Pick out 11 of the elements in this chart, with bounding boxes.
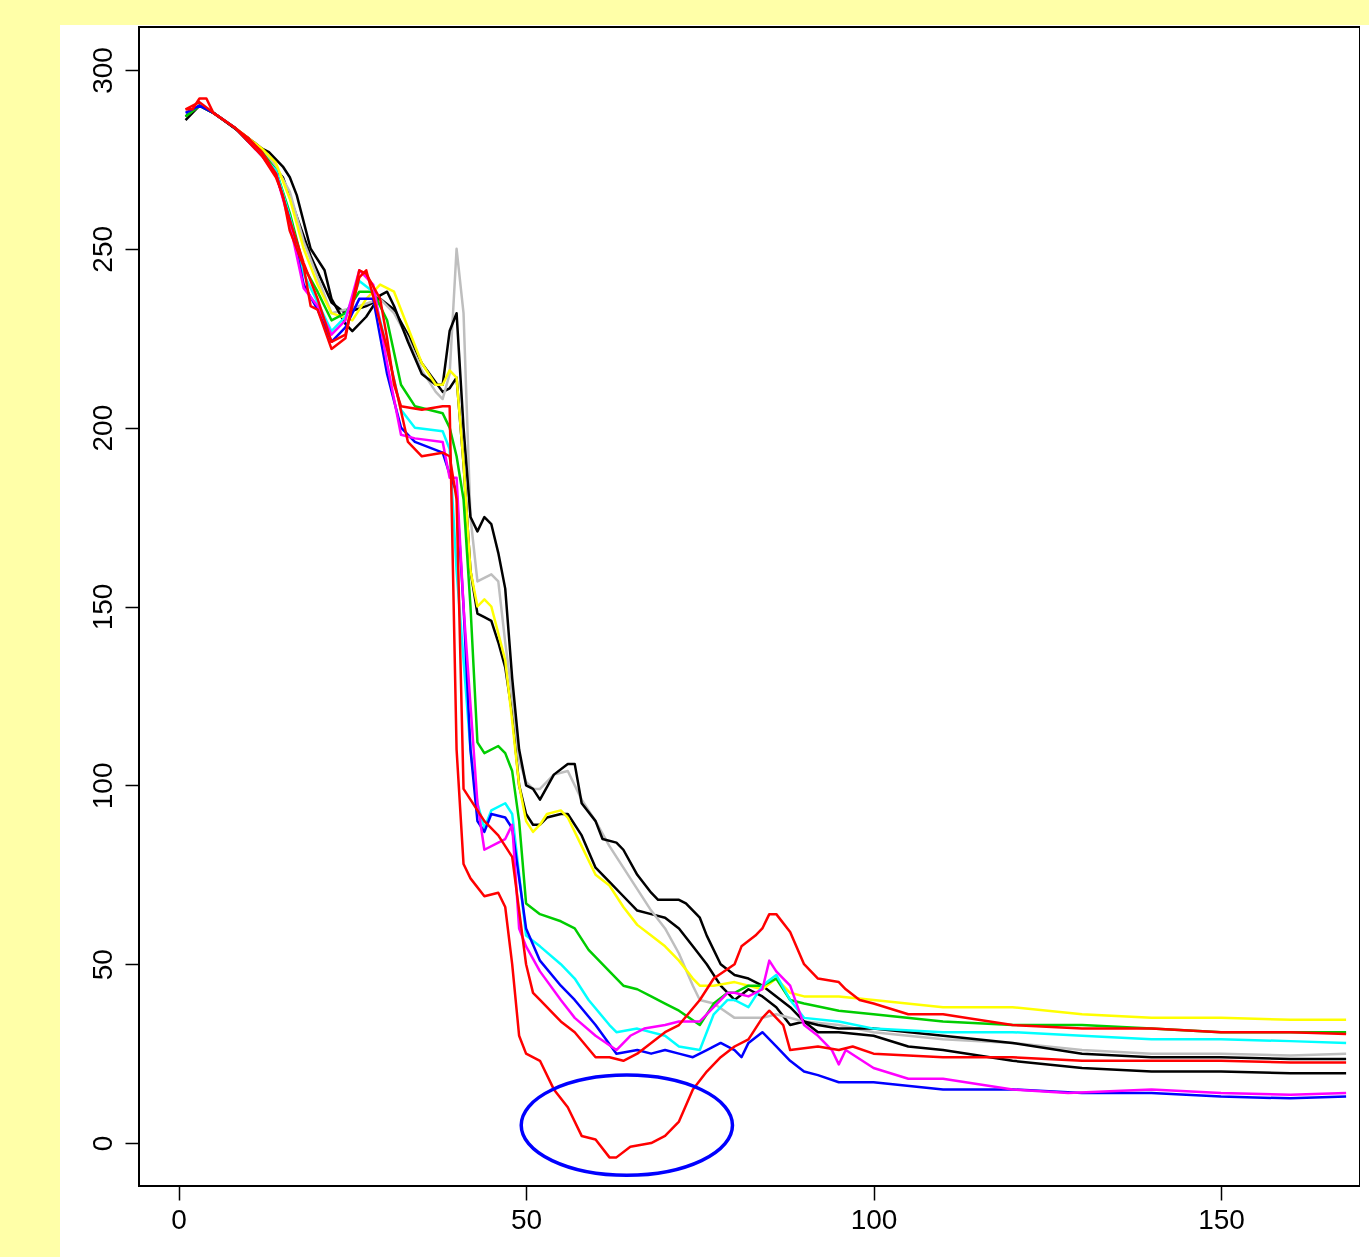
y-tick-label: 0	[86, 1135, 118, 1152]
x-tick-label: 100	[850, 1203, 898, 1235]
x-tick-label: 50	[511, 1203, 543, 1235]
y-tick-label: 300	[86, 47, 118, 94]
y-tick-label: 100	[86, 762, 118, 810]
y-tick-label: 50	[86, 949, 118, 981]
y-tick-label: 250	[86, 225, 118, 273]
y-tick-label: 200	[86, 404, 118, 452]
x-tick-label: 0	[171, 1203, 187, 1235]
y-tick-label: 150	[86, 583, 118, 631]
x-tick-label: 150	[1198, 1203, 1245, 1235]
